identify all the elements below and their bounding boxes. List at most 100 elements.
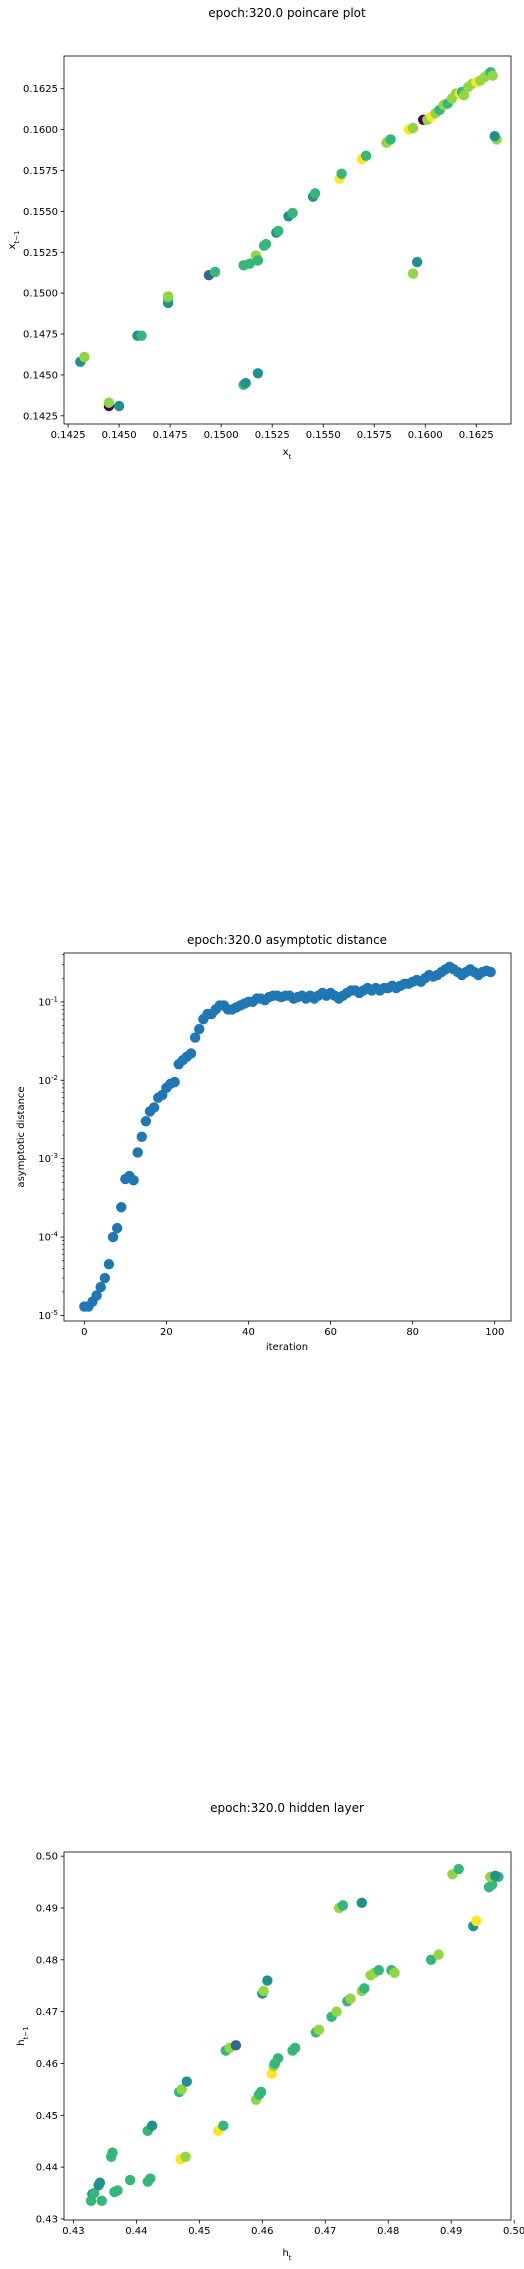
poincare-plot-x-tick-label: 0.1500 xyxy=(204,430,239,441)
asymptotic-distance-x-tick-label: 60 xyxy=(324,1327,337,1338)
hidden-layer-point xyxy=(109,2186,120,2198)
asymptotic-distance-point xyxy=(132,1147,143,1158)
poincare-plot-point xyxy=(385,134,396,145)
asymptotic-distance-x-tick-label: 40 xyxy=(242,1327,255,1338)
hidden-layer-point xyxy=(258,1985,269,1997)
poincare-plot-point xyxy=(136,330,147,341)
hidden-layer-point xyxy=(124,2174,136,2186)
hidden-layer-point xyxy=(313,2024,325,2035)
poincare-plot-point xyxy=(411,256,423,268)
hidden-layer-ylabel: ht−1 xyxy=(16,2026,30,2045)
hidden-layer-frame xyxy=(63,1851,512,2221)
asymptotic-distance-xlabel: iteration xyxy=(266,1342,308,1353)
poincare-plot-y-tick-label: 0.1425 xyxy=(23,411,58,422)
hidden-layer-point xyxy=(262,1975,273,1986)
poincare-plot-point xyxy=(407,268,419,279)
poincare-plot-y-tick-label: 0.1625 xyxy=(23,84,58,95)
poincare-plot-point xyxy=(240,377,251,389)
hidden-layer-point xyxy=(107,2147,118,2158)
hidden-layer-panel: epoch:320.0 hidden layer 0.43 0.44 0.45 0.4… xyxy=(16,1801,524,2262)
asymptotic-distance-point xyxy=(485,966,496,978)
asymptotic-distance-frame xyxy=(63,952,512,1322)
hidden-layer-point xyxy=(176,2084,187,2095)
hidden-layer-y-tick-label: 0.45 xyxy=(36,2111,58,2122)
hidden-layer-point xyxy=(331,2006,342,2017)
hidden-layer-point xyxy=(486,1879,498,1890)
poincare-plot-point xyxy=(209,266,221,278)
hidden-layer-point xyxy=(89,2187,100,2199)
poincare-plot-point xyxy=(79,351,90,363)
asymptotic-distance-point xyxy=(107,1231,119,1243)
poincare-plot-point xyxy=(103,397,115,408)
asymptotic-distance-point xyxy=(116,1202,127,1213)
poincare-plot-point xyxy=(487,70,498,81)
poincare-plot-point xyxy=(309,188,321,199)
poincare-plot-y-ticks: 0.1425 0.1450 0.1475 0.1500 0.1525 0.1550 0.15… xyxy=(23,84,64,422)
asymptotic-distance-point xyxy=(136,1131,147,1143)
poincare-plot-point xyxy=(360,150,372,161)
asymptotic-distance-point xyxy=(111,1222,123,1234)
asymptotic-distance-y-tick-label: 10-2 xyxy=(38,1074,58,1087)
poincare-plot-y-tick-label: 0.1525 xyxy=(23,248,58,259)
asymptotic-distance-point xyxy=(140,1116,152,1127)
asymptotic-distance-y-tick-label: 10-3 xyxy=(38,1152,58,1165)
hidden-layer-point xyxy=(359,1983,370,1994)
poincare-plot-point xyxy=(113,400,125,412)
poincare-plot-point xyxy=(458,90,470,101)
hidden-layer-point xyxy=(181,2076,192,2087)
hidden-layer-point xyxy=(96,2195,107,2207)
asymptotic-distance-point xyxy=(128,1175,139,1186)
hidden-layer-point xyxy=(145,2173,156,2184)
asymptotic-distance-point xyxy=(148,1102,160,1113)
poincare-plot-y-tick-label: 0.1575 xyxy=(23,166,58,177)
hidden-layer-point xyxy=(85,2195,97,2207)
poincare-plot-point xyxy=(162,291,174,302)
hidden-layer-title: epoch:320.0 hidden layer xyxy=(210,1801,364,1815)
asymptotic-distance-y-tick-label: 10-5 xyxy=(38,1309,58,1322)
poincare-plot-x-tick-label: 0.1625 xyxy=(459,430,494,441)
poincare-plot-x-ticks: 0.1425 0.1450 0.1475 0.1500 0.1525 0.1550 0.15… xyxy=(51,424,494,441)
hidden-layer-point xyxy=(356,1897,367,1908)
asymptotic-distance-x-ticks: 0 20 40 60 80 100 xyxy=(81,1321,504,1338)
poincare-plot-points xyxy=(75,67,502,412)
asymptotic-distance-x-tick-label: 20 xyxy=(160,1327,173,1338)
poincare-plot-point xyxy=(244,258,255,269)
hidden-layer-point xyxy=(337,1900,349,1911)
hidden-layer-y-ticks: 0.43 0.44 0.45 0.46 0.47 0.48 0.49 0.50 xyxy=(36,1852,64,2225)
asymptotic-distance-y-ticks: 10-5 10-4 10-3 10-2 10-1 xyxy=(38,954,64,1322)
poincare-plot-frame xyxy=(63,55,512,425)
poincare-plot-point xyxy=(252,368,264,379)
asymptotic-distance-points xyxy=(79,961,496,1312)
poincare-plot-x-tick-label: 0.1475 xyxy=(153,430,188,441)
hidden-layer-x-tick-label: 0.43 xyxy=(62,2226,84,2237)
hidden-layer-point xyxy=(389,1967,400,1978)
poincare-plot-point xyxy=(260,238,272,250)
poincare-plot-y-tick-label: 0.1550 xyxy=(23,207,58,218)
poincare-plot-x-tick-label: 0.1425 xyxy=(51,430,86,441)
hidden-layer-point xyxy=(146,2120,158,2131)
poincare-plot-point xyxy=(273,225,284,237)
hidden-layer-x-tick-label: 0.46 xyxy=(251,2226,273,2237)
hidden-layer-x-tick-label: 0.44 xyxy=(125,2226,147,2237)
hidden-layer-y-tick-label: 0.47 xyxy=(36,2007,58,2018)
poincare-plot-x-tick-label: 0.1525 xyxy=(255,430,290,441)
hidden-layer-point xyxy=(453,1863,464,1875)
hidden-layer-x-ticks: 0.43 0.44 0.45 0.46 0.47 0.48 0.49 0.50 xyxy=(62,2220,524,2237)
asymptotic-distance-point xyxy=(194,1023,205,1035)
asymptotic-distance-point xyxy=(185,1048,197,1059)
hidden-layer-y-tick-label: 0.48 xyxy=(36,1955,58,1966)
poincare-plot-ylabel: xt−1 xyxy=(7,231,21,250)
asymptotic-distance-y-tick-label: 10-4 xyxy=(38,1231,58,1244)
hidden-layer-y-tick-label: 0.49 xyxy=(36,1903,58,1914)
hidden-layer-point xyxy=(425,1954,437,1966)
poincare-plot-x-tick-label: 0.1550 xyxy=(306,430,341,441)
poincare-plot-y-tick-label: 0.1475 xyxy=(23,330,58,341)
poincare-plot-xlabel: xt xyxy=(283,447,292,461)
asymptotic-distance-point xyxy=(95,1281,106,1293)
hidden-layer-point xyxy=(433,1949,444,1960)
hidden-layer-point xyxy=(373,1964,384,1976)
poincare-plot-x-tick-label: 0.1575 xyxy=(357,430,392,441)
asymptotic-distance-point xyxy=(169,1076,180,1088)
asymptotic-distance-point xyxy=(91,1290,102,1301)
